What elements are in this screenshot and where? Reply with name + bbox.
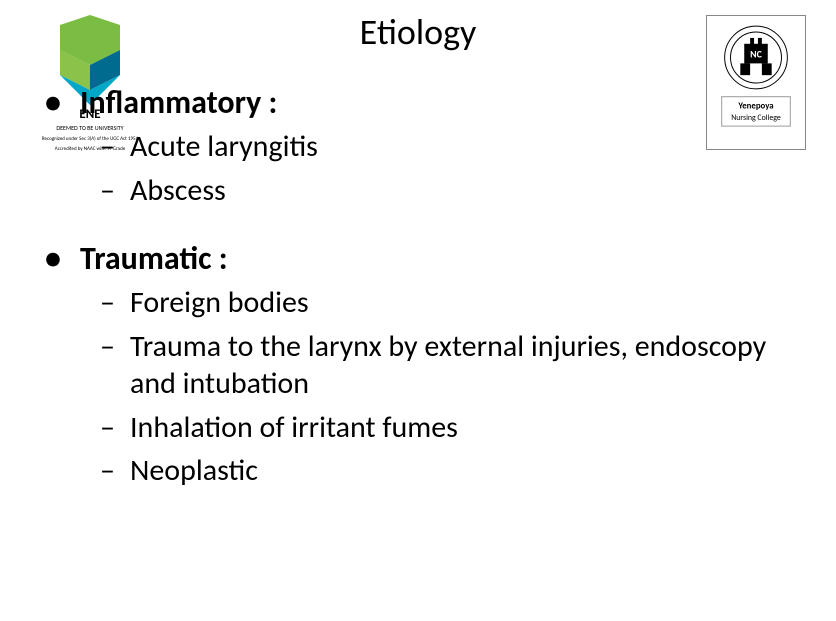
list-item: Inhalation of irritant fumes bbox=[100, 409, 806, 447]
logo-right-emblem-text: NC bbox=[750, 49, 762, 61]
list-item: Foreign bodies bbox=[100, 284, 806, 322]
section-heading-traumatic: Traumatic : bbox=[45, 239, 806, 278]
section-heading-inflammatory: Inflammatory : bbox=[45, 83, 806, 122]
content-area: Inflammatory : Acute laryngitis Abscess … bbox=[30, 75, 806, 490]
list-item: Abscess bbox=[100, 172, 806, 210]
list-item: Acute laryngitis bbox=[100, 128, 806, 166]
list-item: Neoplastic bbox=[100, 452, 806, 490]
list-item: Trauma to the larynx by external injurie… bbox=[100, 328, 806, 403]
